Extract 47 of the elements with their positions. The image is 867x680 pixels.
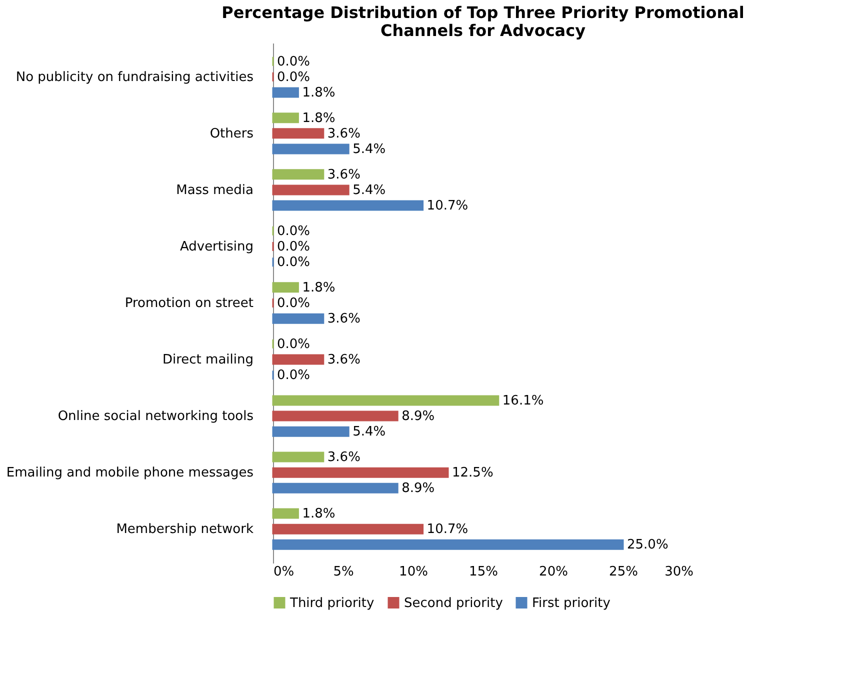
data-label: 8.9% — [402, 409, 435, 424]
data-label: 0.0% — [277, 224, 310, 239]
data-label: 5.4% — [352, 424, 386, 440]
data-label: 0.0% — [277, 239, 310, 254]
data-label: 3.6% — [327, 352, 360, 368]
x-tick-label: 20% — [539, 564, 568, 580]
legend-label: Second priority — [404, 596, 504, 611]
data-label: 0.0% — [277, 296, 310, 311]
data-label: 16.1% — [502, 393, 544, 408]
data-label: 1.8% — [302, 506, 336, 522]
x-tick-label: 30% — [664, 564, 694, 580]
legend-label: First priority — [532, 596, 611, 611]
y-tick-label: Direct mailing — [162, 352, 254, 368]
data-label: 25.0% — [627, 538, 668, 553]
y-tick-label: No publicity on fundraising activities — [16, 70, 254, 85]
data-label: 3.6% — [327, 167, 360, 182]
y-tick-label: Promotion on street — [124, 296, 254, 311]
data-label: 3.6% — [327, 312, 360, 327]
y-tick-label: Membership network — [116, 522, 254, 538]
data-label: 3.6% — [327, 450, 360, 465]
y-tick-label: Mass media — [176, 182, 254, 198]
data-label: 5.4% — [352, 142, 386, 158]
legend-label: Third priority — [289, 596, 375, 611]
x-tick-label: 15% — [469, 564, 498, 580]
data-label: 1.8% — [302, 86, 336, 101]
data-label: 10.7% — [426, 522, 468, 538]
data-label: 8.9% — [402, 481, 435, 496]
y-tick-label: Online social networking tools — [58, 409, 254, 424]
data-label: 0.0% — [277, 368, 310, 384]
chart-title: Percentage Distribution of Top Three Priority Promotional Channels for Advocacy — [222, 3, 744, 40]
x-tick-label: 0% — [274, 564, 294, 580]
y-tick-label: Others — [210, 126, 254, 142]
data-label: 3.6% — [327, 126, 360, 142]
data-label: 1.8% — [302, 110, 336, 126]
y-tick-label: Emailing and mobile phone messages — [6, 466, 254, 481]
data-label: 0.0% — [277, 336, 310, 352]
data-label: 12.5% — [452, 466, 494, 481]
data-label: 1.8% — [302, 280, 336, 296]
data-label: 0.0% — [277, 255, 310, 270]
data-label: 5.4% — [352, 182, 386, 198]
data-label: 10.7% — [426, 198, 468, 214]
data-label: 0.0% — [277, 54, 310, 70]
data-label: 0.0% — [277, 70, 310, 85]
y-tick-label: Advertising — [180, 239, 254, 254]
x-tick-label: 25% — [609, 564, 638, 580]
x-tick-label: 10% — [399, 564, 428, 580]
x-tick-label: 5% — [333, 564, 354, 580]
